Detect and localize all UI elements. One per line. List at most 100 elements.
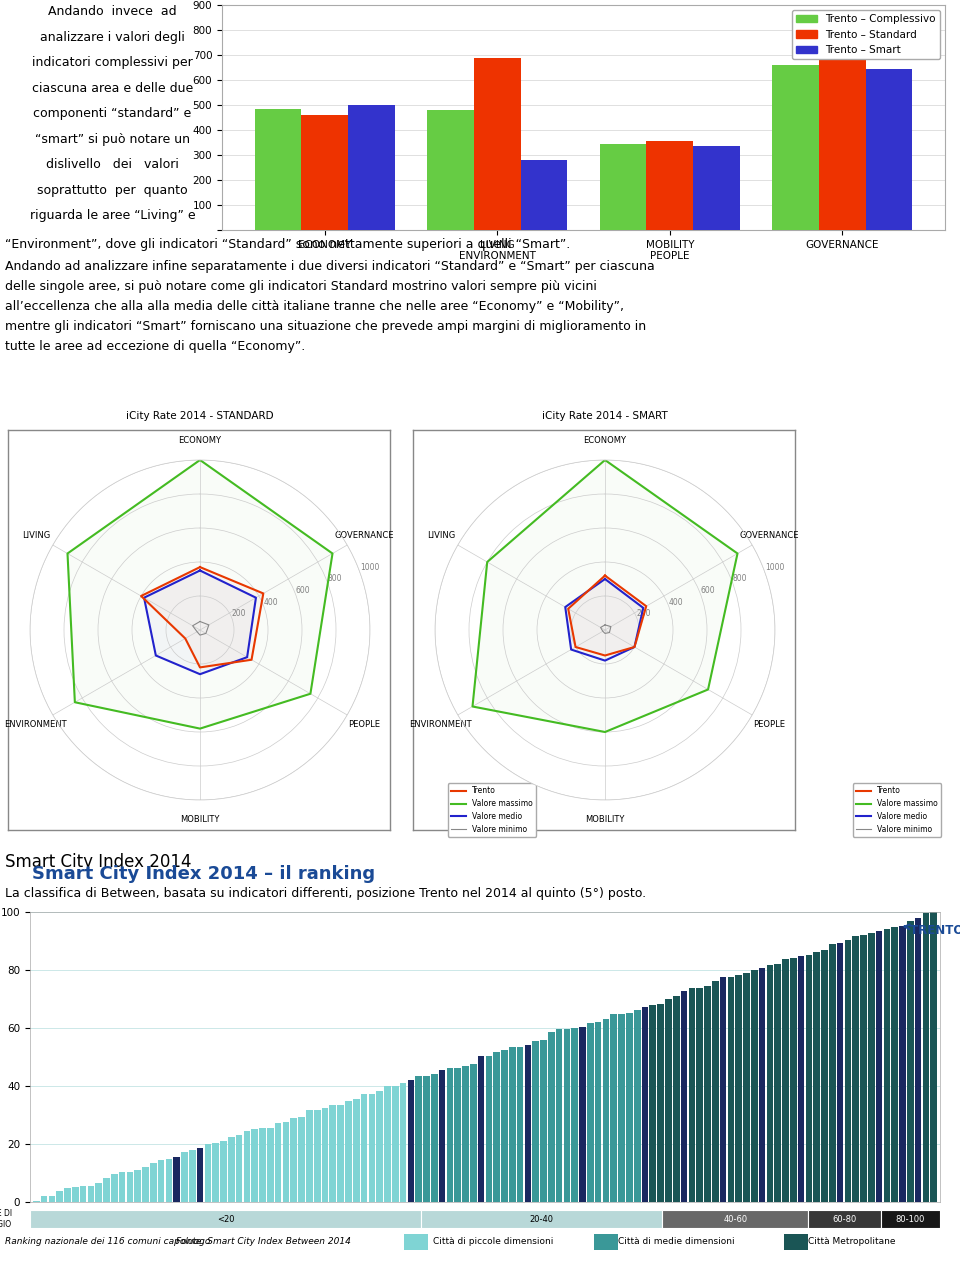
Bar <box>556 1029 563 1202</box>
Bar <box>860 935 867 1202</box>
Text: dislivello   dei   valori: dislivello dei valori <box>46 158 179 171</box>
Bar <box>673 997 680 1202</box>
Bar <box>166 1159 172 1202</box>
Bar <box>384 1087 391 1202</box>
Bar <box>650 1005 656 1202</box>
Bar <box>212 1143 219 1202</box>
Legend: Trento, Valore massimo, Valore medio, Valore minimo: Trento, Valore massimo, Valore medio, Va… <box>852 784 941 837</box>
Legend: Trento, Valore massimo, Valore medio, Valore minimo: Trento, Valore massimo, Valore medio, Va… <box>448 784 537 837</box>
Bar <box>322 1109 328 1202</box>
Bar <box>399 1084 406 1202</box>
Bar <box>111 1174 118 1202</box>
Bar <box>486 1056 492 1202</box>
Bar <box>728 976 734 1202</box>
Bar <box>181 1152 188 1202</box>
Bar <box>150 1164 156 1202</box>
Text: “smart” si può notare un: “smart” si può notare un <box>35 132 190 146</box>
Bar <box>594 1234 617 1250</box>
Text: Città Metropolitane: Città Metropolitane <box>807 1238 896 1247</box>
Bar <box>579 1026 586 1202</box>
Text: 80-100: 80-100 <box>896 1215 925 1224</box>
Bar <box>134 1170 141 1202</box>
Bar <box>392 1087 398 1202</box>
Text: “Environment”, dove gli indicatori “Standard” sono nettamente superiori a quelli: “Environment”, dove gli indicatori “Stan… <box>5 239 570 251</box>
Bar <box>868 933 875 1202</box>
Bar <box>665 999 672 1202</box>
Bar <box>837 943 844 1202</box>
Bar <box>454 1067 461 1202</box>
Bar <box>470 1065 476 1202</box>
Bar <box>493 1052 500 1202</box>
Bar <box>595 1023 602 1202</box>
Bar <box>516 1047 523 1202</box>
Bar <box>696 988 703 1202</box>
Bar <box>520 160 567 230</box>
Bar <box>813 952 820 1202</box>
Bar <box>361 1094 368 1202</box>
Bar <box>49 1196 55 1202</box>
Bar <box>259 1129 266 1202</box>
Text: Fonte: Smart City Index Between 2014: Fonte: Smart City Index Between 2014 <box>176 1238 350 1247</box>
Bar <box>600 144 646 230</box>
Title: iCity Rate 2014 - STANDARD: iCity Rate 2014 - STANDARD <box>126 411 274 421</box>
Text: TRENTO 5: TRENTO 5 <box>904 924 960 937</box>
Bar <box>439 1070 445 1202</box>
Bar <box>127 1171 133 1202</box>
Bar <box>564 1029 570 1202</box>
Bar <box>30 1210 421 1228</box>
Bar <box>87 1185 94 1202</box>
Bar <box>299 1116 305 1202</box>
Bar <box>427 110 474 230</box>
Bar <box>282 1121 289 1202</box>
Bar <box>693 145 739 230</box>
Bar <box>784 1234 807 1250</box>
Bar <box>337 1105 344 1202</box>
Text: analizzare i valori degli: analizzare i valori degli <box>40 31 185 44</box>
Bar <box>119 1171 126 1202</box>
Bar <box>408 1080 414 1202</box>
Bar <box>348 105 395 230</box>
Bar <box>688 988 695 1202</box>
Bar <box>174 1157 180 1202</box>
Bar <box>478 1056 485 1202</box>
Bar <box>881 1210 940 1228</box>
Text: Città di medie dimensioni: Città di medie dimensioni <box>617 1238 734 1247</box>
Bar <box>244 1132 251 1202</box>
Bar <box>548 1032 555 1202</box>
Bar <box>80 1187 86 1202</box>
Bar <box>892 928 898 1202</box>
Bar <box>509 1047 516 1202</box>
Text: Andando  invece  ad: Andando invece ad <box>48 5 177 18</box>
Bar <box>267 1128 274 1202</box>
Bar <box>915 917 922 1202</box>
Text: ciascuna area e delle due: ciascuna area e delle due <box>32 82 193 95</box>
Bar <box>353 1100 360 1202</box>
Bar <box>900 926 906 1202</box>
Bar <box>588 1023 593 1202</box>
Bar <box>540 1041 547 1202</box>
Text: soprattutto  per  quanto: soprattutto per quanto <box>37 183 188 196</box>
Bar <box>681 990 687 1202</box>
Title: iCity Rate 2014 - SMART: iCity Rate 2014 - SMART <box>542 411 668 421</box>
Bar <box>157 1160 164 1202</box>
Bar <box>501 1049 508 1202</box>
Legend: Trento – Complessivo, Trento – Standard, Trento – Smart: Trento – Complessivo, Trento – Standard,… <box>792 10 940 59</box>
Bar <box>446 1067 453 1202</box>
Bar <box>782 958 789 1202</box>
Bar <box>228 1137 234 1202</box>
Text: componenti “standard” e: componenti “standard” e <box>34 108 192 121</box>
Bar <box>819 60 866 230</box>
Bar <box>634 1010 640 1202</box>
Text: 20-40: 20-40 <box>530 1215 554 1224</box>
Bar <box>821 949 828 1202</box>
Bar <box>641 1007 648 1202</box>
Bar <box>775 964 781 1202</box>
Text: <20: <20 <box>217 1215 234 1224</box>
Text: Città di piccole dimensioni: Città di piccole dimensioni <box>433 1238 553 1247</box>
Text: La classifica di Between, basata su indicatori differenti, posizione Trento nel : La classifica di Between, basata su indi… <box>5 887 646 899</box>
Bar <box>423 1076 430 1202</box>
Bar <box>571 1028 578 1202</box>
Bar <box>735 975 742 1202</box>
Bar <box>204 1144 211 1202</box>
Bar <box>883 929 890 1202</box>
